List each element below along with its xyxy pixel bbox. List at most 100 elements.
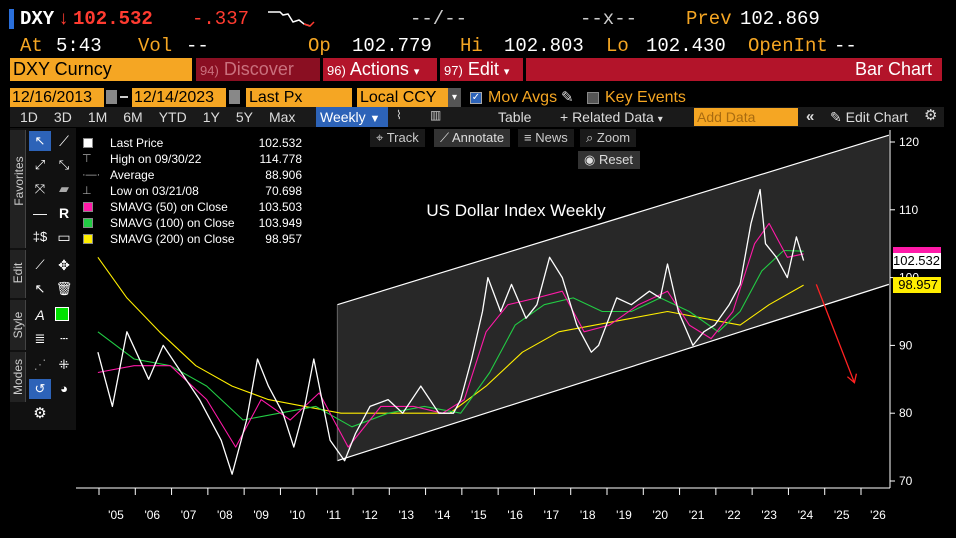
line-style-icon[interactable]: ┄ xyxy=(60,331,68,346)
channel-band xyxy=(337,135,889,461)
legend-entry[interactable]: ·—· Average 88.906 xyxy=(80,167,306,183)
chevron-down-icon: ▾ xyxy=(503,66,510,78)
zoom-button[interactable]: ⌕ Zoom xyxy=(580,129,637,147)
period-button-ytd[interactable]: YTD xyxy=(158,109,187,125)
period-button-5y[interactable]: 5Y xyxy=(235,109,253,125)
period-button-6m[interactable]: 6M xyxy=(123,109,143,125)
legend-label: SMAVG (200) on Close xyxy=(110,232,235,246)
band-tool-icon[interactable]: ▰ xyxy=(59,181,69,196)
legend-entry[interactable]: SMAVG (200) on Close 98.957 xyxy=(80,231,306,247)
high-label: Hi xyxy=(460,35,483,57)
pointer-tool-icon[interactable]: ↖ xyxy=(29,131,51,151)
legend-entry[interactable]: SMAVG (50) on Close 103.503 xyxy=(80,199,306,215)
frequency-select[interactable]: Weekly ▼ xyxy=(316,107,388,127)
discover-button[interactable]: 94) Discover xyxy=(196,58,320,81)
table-button[interactable]: Table xyxy=(498,109,532,125)
line-tool-icon[interactable]: ⟋ xyxy=(59,133,69,149)
period-button-1m[interactable]: 1M xyxy=(87,109,108,125)
settings-gear-icon[interactable]: ⚙ xyxy=(33,405,47,422)
chevron-down-icon: ▾ xyxy=(413,66,420,78)
related-data-label: + Related Data xyxy=(560,109,654,125)
legend-value: 88.906 xyxy=(265,168,302,182)
annotate-button[interactable]: ⟋ Annotate xyxy=(434,129,511,147)
side-tab-edit[interactable]: Edit xyxy=(10,250,26,298)
series-line-last-price xyxy=(97,188,805,475)
vol-label: Vol xyxy=(138,35,173,57)
end-date-input[interactable]: 12/14/2023 xyxy=(132,88,226,107)
edit-menu-button[interactable]: 97) Edit ▾ xyxy=(440,58,523,81)
trash-icon[interactable]: 🗑 xyxy=(55,281,73,296)
actions-button[interactable]: 96) Actions ▾ xyxy=(323,58,437,81)
legend-entry[interactable]: ⊥ Low on 03/21/08 70.698 xyxy=(80,183,306,199)
prev-value: 102.869 xyxy=(740,8,820,30)
start-date-input[interactable]: 12/16/2013 xyxy=(10,88,104,107)
y-tick-label: 110 xyxy=(899,203,918,217)
forecast-arrow-head xyxy=(846,373,858,384)
add-data-input[interactable]: Add Data xyxy=(694,108,798,126)
x-tick-label: '22 xyxy=(725,508,741,522)
palette-mode-icon[interactable]: ◕ xyxy=(60,381,68,396)
edit-num: 97) xyxy=(444,63,463,78)
calendar-icon[interactable] xyxy=(106,90,117,104)
x-tick-label: '14 xyxy=(435,508,451,522)
open-label: Op xyxy=(308,35,331,57)
color-swatch-icon[interactable] xyxy=(55,307,69,321)
pencil-icon[interactable]: ✎ xyxy=(561,89,574,106)
security-field[interactable]: DXY Curncy xyxy=(10,58,192,81)
period-button-1y[interactable]: 1Y xyxy=(202,109,220,125)
brush-icon[interactable]: ⟋ xyxy=(35,257,45,272)
side-tab-favorites[interactable]: Favorites xyxy=(10,130,26,248)
magnet-mode-icon[interactable]: ⁜ xyxy=(58,357,70,372)
legend-entry[interactable]: SMAVG (100) on Close 103.949 xyxy=(80,215,306,231)
channel-tool-icon[interactable]: ⤧ xyxy=(34,181,46,196)
side-tab-modes[interactable]: Modes xyxy=(10,352,26,402)
segment-tool-icon[interactable]: ⤢ xyxy=(34,157,46,172)
chart-type-line-icon[interactable]: ⌇ xyxy=(396,108,402,122)
mov-avgs-checkbox[interactable]: ✓ xyxy=(470,92,482,104)
text-tool-icon[interactable]: R xyxy=(58,205,70,221)
calendar-icon[interactable] xyxy=(229,90,240,104)
key-events-checkbox[interactable] xyxy=(587,92,599,104)
track-button[interactable]: ⌖ Track xyxy=(370,129,425,147)
price-label-icon[interactable]: ‡$ xyxy=(32,229,48,244)
edit-chart-button[interactable]: ✎ Edit Chart xyxy=(830,107,908,127)
x-tick-label: '05 xyxy=(108,508,124,522)
font-style-icon[interactable]: A xyxy=(35,307,45,323)
chart-type-bar-icon[interactable]: ▥ xyxy=(430,108,442,122)
legend-entry[interactable]: Last Price 102.532 xyxy=(80,135,306,151)
cycle-mode-icon[interactable]: ↺ xyxy=(29,379,51,399)
line-weight-icon[interactable]: ≣ xyxy=(34,331,46,346)
rectangle-tool-icon[interactable]: ▭ xyxy=(57,229,71,245)
ray-tool-icon[interactable]: ⤡ xyxy=(58,157,70,172)
gear-icon[interactable]: ⚙ xyxy=(924,107,938,124)
ticker-color-bar xyxy=(9,9,14,29)
reset-radio-icon: ◉ xyxy=(584,152,596,167)
chevron-down-icon: ▾ xyxy=(448,88,461,107)
period-button-1d[interactable]: 1D xyxy=(20,109,38,125)
high-value: 102.803 xyxy=(504,35,584,57)
legend-entry[interactable]: ⊤ High on 09/30/22 114.778 xyxy=(80,151,306,167)
dotted-mode-icon[interactable]: ⋰ xyxy=(33,357,47,372)
move-icon[interactable]: ✥ xyxy=(58,257,70,273)
legend-marker-icon xyxy=(83,234,93,244)
reset-button[interactable]: ◉ Reset xyxy=(578,151,640,169)
news-button[interactable]: ≡ News xyxy=(518,129,574,147)
side-tab-style[interactable]: Style xyxy=(10,300,26,350)
horizontal-line-icon[interactable]: — xyxy=(33,205,47,221)
period-button-max[interactable]: Max xyxy=(268,109,296,125)
double-chevron-left-icon[interactable]: « xyxy=(806,108,815,125)
period-button-3d[interactable]: 3D xyxy=(53,109,72,125)
y-tick-label: 70 xyxy=(899,474,913,488)
currency-select[interactable]: Local CCY ▾ xyxy=(357,88,461,107)
field-select[interactable]: Last Px xyxy=(246,88,352,107)
channel-lower-line xyxy=(337,283,890,462)
legend-value: 102.532 xyxy=(258,136,302,150)
select-all-icon[interactable]: ↖ xyxy=(34,281,46,296)
y-tick-label: 120 xyxy=(899,135,919,149)
actions-label: Actions xyxy=(349,59,409,79)
side-tab-modes-label: Modes xyxy=(11,358,25,396)
related-data-button[interactable]: + Related Data ▾ xyxy=(560,107,663,130)
open-interest-label: OpenInt xyxy=(748,35,828,57)
x-tick-label: '17 xyxy=(544,508,560,522)
